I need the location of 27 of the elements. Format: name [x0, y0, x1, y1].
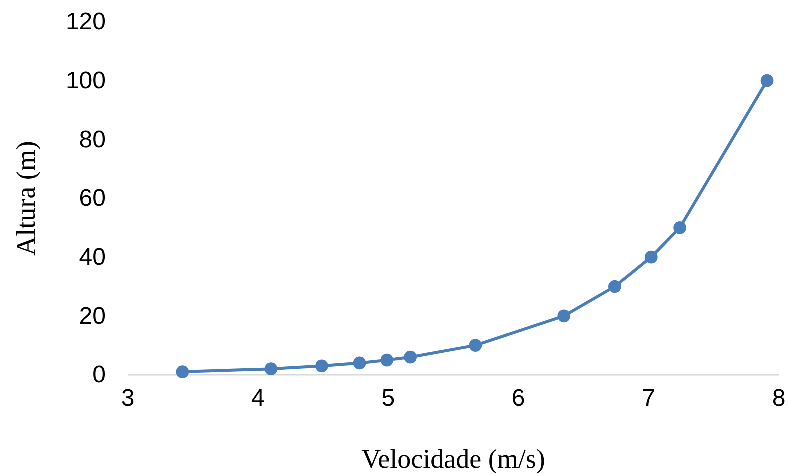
y-tick-label: 20 [79, 302, 106, 330]
y-tick-label: 80 [79, 126, 106, 154]
y-axis-title: Altura (m) [11, 141, 41, 256]
point [380, 354, 394, 367]
x-tick-label: 8 [772, 385, 786, 412]
point [353, 356, 366, 370]
x-tick-label: 6 [512, 385, 526, 412]
point [674, 221, 686, 234]
point [558, 310, 571, 323]
x-axis-title: Velocidade (m/s) [362, 444, 546, 474]
point [404, 350, 417, 364]
point [608, 280, 622, 294]
point [644, 250, 658, 264]
y-tick-label: 60 [79, 185, 106, 212]
x-tick-label: 7 [642, 385, 656, 412]
point [176, 366, 190, 378]
x-tick-label: 5 [382, 385, 396, 412]
x-tick-label: 3 [121, 385, 135, 412]
y-tick-label: 100 [66, 68, 106, 95]
point [469, 339, 482, 352]
point [760, 74, 774, 88]
y-tick-label: 40 [79, 244, 106, 272]
x-tick-label: 4 [252, 385, 265, 412]
point [264, 362, 278, 376]
y-tick-label: 0 [92, 362, 106, 389]
point [316, 360, 328, 373]
y-tick-label: 120 [66, 8, 106, 36]
